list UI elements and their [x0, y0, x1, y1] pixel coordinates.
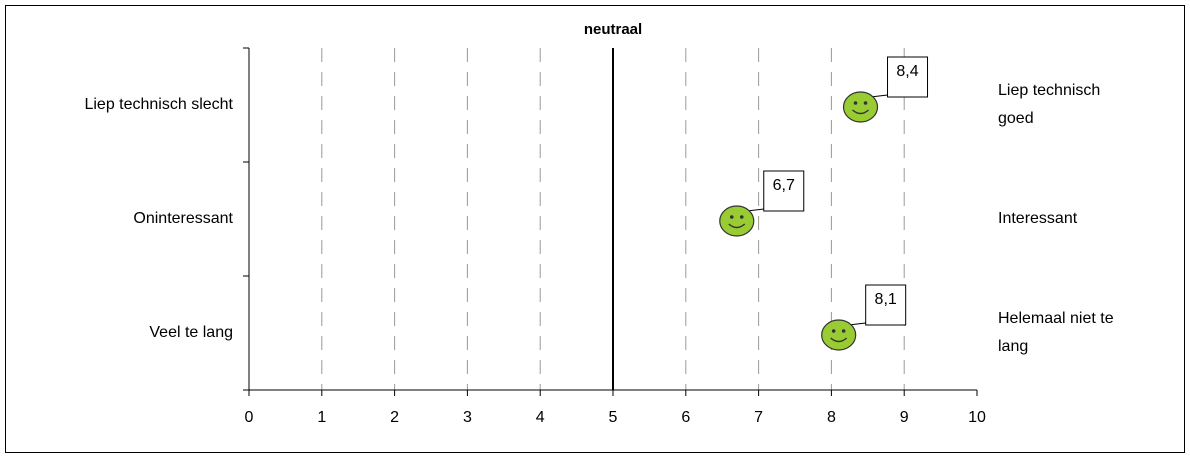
data-label: 6,7 — [773, 177, 795, 194]
data-label-box — [865, 284, 907, 326]
right-label: goed — [998, 110, 1034, 127]
right-label: Interessant — [998, 210, 1078, 227]
x-tick-label: 1 — [317, 409, 326, 426]
x-tick-label: 0 — [245, 409, 254, 426]
smiley-mouth — [852, 109, 869, 115]
smiley-eye — [729, 215, 734, 219]
smiley-face — [842, 91, 879, 123]
smiley-mouth — [728, 223, 746, 229]
smiley-eye — [831, 329, 836, 333]
data-label-box — [887, 56, 929, 98]
category-label: Veel te lang — [149, 324, 233, 341]
smiley-eye — [863, 101, 868, 105]
chart-border — [5, 5, 1185, 453]
smiley — [719, 205, 755, 237]
x-tick-label: 5 — [609, 409, 618, 426]
x-tick-label: 9 — [900, 409, 909, 426]
x-tick-label: 2 — [390, 409, 399, 426]
x-tick-label: 4 — [536, 409, 545, 426]
category-label: Oninteressant — [133, 210, 233, 227]
smiley — [821, 319, 857, 351]
data-label: 8,4 — [896, 63, 918, 80]
smiley-face — [821, 319, 857, 351]
right-label: Helemaal niet te — [998, 310, 1114, 327]
smiley-eye — [841, 329, 846, 333]
smiley-face — [719, 205, 755, 237]
right-label: lang — [998, 338, 1028, 355]
x-tick-label: 3 — [463, 409, 472, 426]
category-label: Liep technisch slecht — [84, 96, 233, 113]
x-tick-label: 6 — [681, 409, 690, 426]
smiley — [842, 91, 879, 123]
x-tick-label: 8 — [827, 409, 836, 426]
right-label: Liep technisch — [998, 82, 1100, 99]
smiley-eye — [739, 215, 744, 219]
x-tick-label: 10 — [968, 409, 986, 426]
data-label: 8,1 — [875, 291, 897, 308]
data-label-box — [763, 170, 805, 212]
chart-title: neutraal — [584, 21, 642, 38]
x-tick-label: 7 — [754, 409, 763, 426]
smiley-eye — [853, 101, 858, 105]
smiley-mouth — [830, 337, 848, 343]
